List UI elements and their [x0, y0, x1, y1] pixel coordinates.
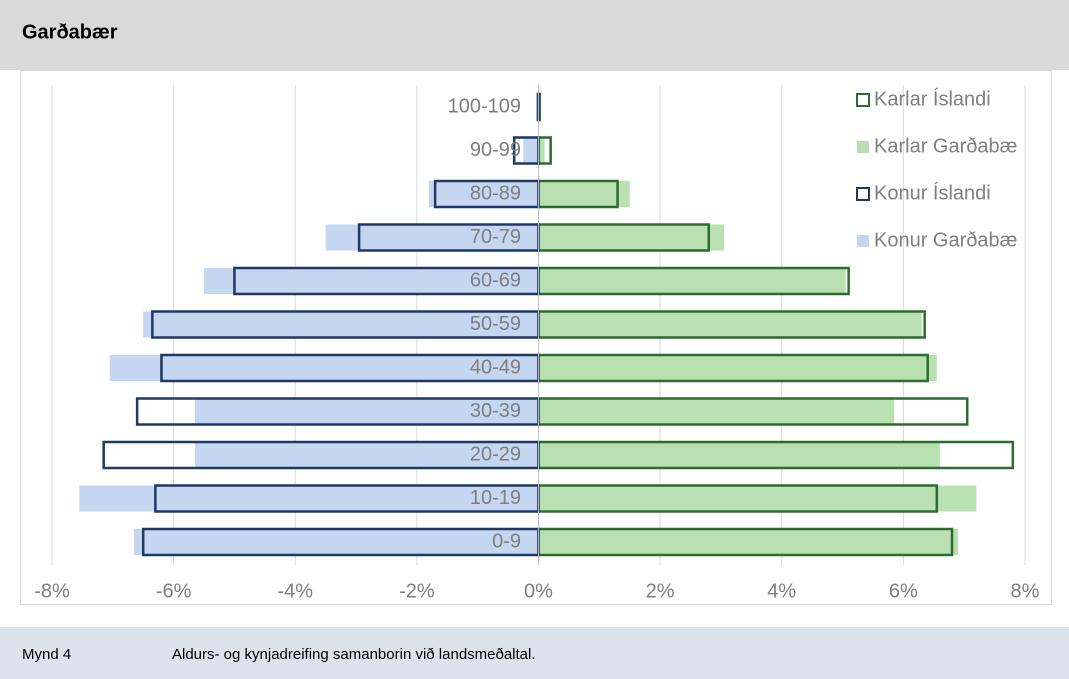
legend-label: Konur Íslandi	[874, 181, 991, 204]
category-label: 30-39	[470, 400, 521, 422]
bar	[538, 398, 895, 425]
legend-swatch	[856, 187, 870, 201]
bar	[538, 311, 922, 338]
plot: -8% -6% -4% -2% 0% 2% 4% 6% 8% 0-9 10-19 20-29 30-39…	[34, 85, 1040, 602]
category-label: 50-59	[470, 313, 521, 335]
category-label: 20-29	[470, 443, 521, 465]
category-label: 0-9	[492, 530, 521, 552]
x-tick-label: -8%	[34, 580, 70, 602]
x-tick-label: -4%	[277, 580, 313, 602]
bar	[538, 485, 977, 512]
category-label: 60-69	[470, 269, 521, 291]
bar	[538, 442, 940, 468]
bar	[325, 224, 539, 251]
category-label: 70-79	[470, 226, 521, 248]
bar	[109, 355, 539, 381]
bar	[538, 355, 937, 381]
bar	[204, 268, 539, 294]
caption-text: Aldurs- og kynjadreifing samanborin við …	[172, 646, 536, 663]
category-label: 10-19	[470, 487, 521, 509]
legend-label: Karlar Garðabæ	[874, 135, 1017, 157]
category-label: 90-99	[470, 139, 521, 161]
x-tick-label: 8%	[1011, 580, 1040, 602]
caption-label: Mynd 4	[22, 646, 71, 663]
bar	[523, 137, 539, 164]
header-band	[0, 0, 1069, 70]
legend-swatch	[857, 235, 869, 247]
category-label: 40-49	[470, 356, 521, 378]
legend-swatch	[857, 141, 869, 153]
x-tick-label: 2%	[646, 580, 675, 602]
bar	[429, 181, 539, 207]
bar	[538, 529, 959, 555]
bar	[194, 442, 539, 468]
legend-label: Karlar Íslandi	[874, 87, 991, 110]
bar	[194, 398, 539, 425]
x-tick-label: 0%	[524, 580, 553, 602]
bar	[538, 137, 545, 164]
bar	[538, 181, 630, 207]
x-tick-label: -2%	[399, 580, 435, 602]
caption-band	[0, 627, 1069, 679]
x-tick-label: 6%	[889, 580, 918, 602]
bar	[134, 529, 539, 555]
bar	[143, 311, 539, 338]
category-label: 80-89	[470, 182, 521, 204]
bar	[538, 224, 724, 251]
category-label: 100-109	[448, 95, 521, 117]
x-tick-label: 4%	[767, 580, 796, 602]
legend-label: Konur Garðabæ	[874, 229, 1017, 251]
header-title: Garðabær	[22, 21, 118, 43]
legend-swatch	[856, 93, 870, 107]
x-tick-label: -6%	[156, 580, 192, 602]
bar	[538, 268, 846, 294]
